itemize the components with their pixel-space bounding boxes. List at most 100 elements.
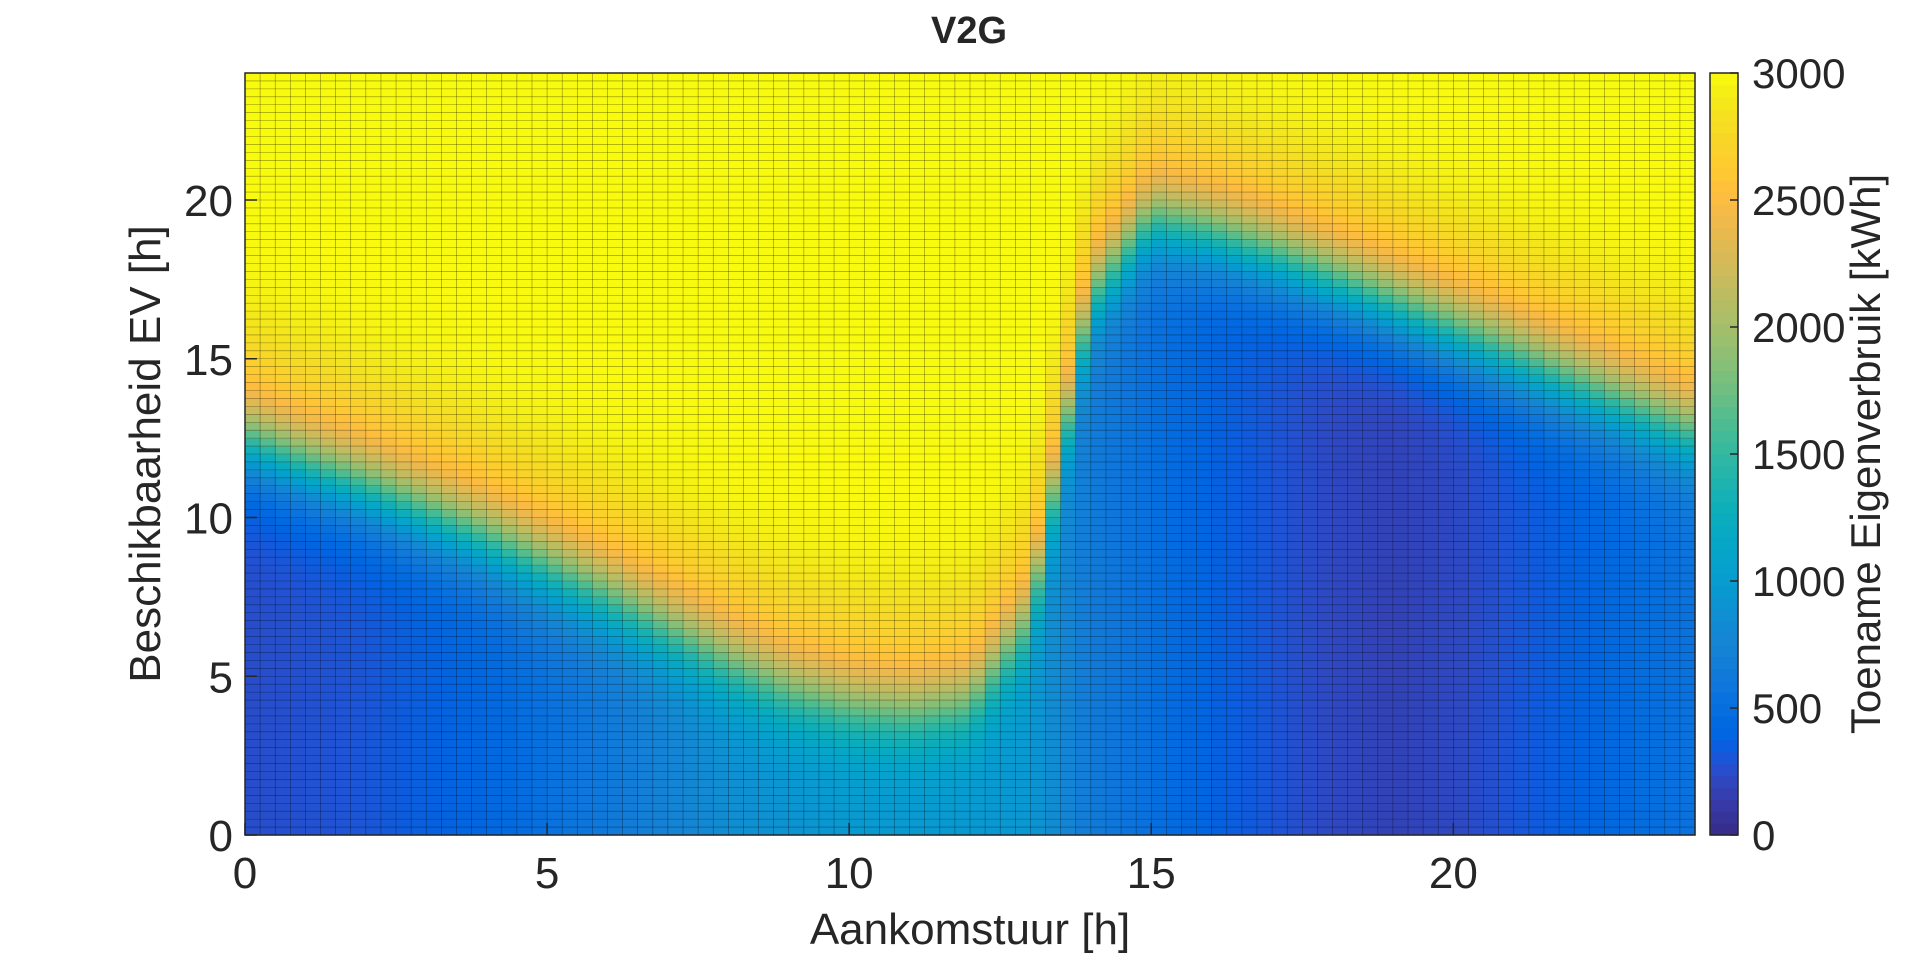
heatmap-cell (1015, 501, 1032, 511)
heatmap-cell (562, 604, 578, 614)
heatmap-cell (290, 501, 307, 511)
heatmap-cell (713, 231, 729, 241)
heatmap-cell (531, 684, 548, 693)
heatmap-cell (607, 390, 624, 400)
heatmap-cell (622, 374, 639, 384)
heatmap-cell (456, 557, 473, 566)
heatmap-cell (260, 485, 276, 495)
heatmap-cell (320, 819, 337, 828)
heatmap-cell (547, 152, 563, 161)
heatmap-cell (335, 104, 352, 114)
heatmap-cell (788, 247, 805, 257)
heatmap-cell (834, 327, 850, 336)
heatmap-cell (834, 311, 850, 320)
heatmap-cell (577, 255, 593, 265)
heatmap-cell (396, 755, 412, 765)
heatmap-cell (743, 700, 760, 709)
heatmap-cell (894, 541, 911, 550)
heatmap-cell (350, 152, 367, 161)
heatmap-cell (350, 358, 367, 368)
heatmap-cell (320, 263, 337, 273)
heatmap-cell (260, 168, 276, 177)
heatmap-cell (562, 223, 578, 233)
heatmap-cell (471, 517, 488, 527)
heatmap-cell (758, 160, 775, 169)
heatmap-cell (818, 287, 835, 296)
heatmap-cell (970, 263, 986, 273)
heatmap-cell (456, 588, 473, 598)
heatmap-cell (667, 295, 684, 304)
heatmap-cell (698, 247, 714, 257)
heatmap-cell (864, 152, 880, 161)
heatmap-cell (486, 533, 503, 542)
heatmap-cell (350, 136, 367, 146)
heatmap-cell (531, 739, 548, 749)
heatmap-cell (547, 342, 563, 352)
heatmap-cell (426, 112, 442, 122)
heatmap-cell (1000, 454, 1016, 463)
heatmap-cell (683, 700, 699, 709)
heatmap-cell (531, 73, 548, 82)
heatmap-cell (305, 136, 322, 146)
heatmap-cell (909, 454, 926, 463)
heatmap-cell (879, 549, 896, 558)
heatmap-cell (985, 406, 1001, 415)
heatmap-cell (471, 525, 488, 534)
heatmap-cell (683, 279, 699, 288)
heatmap-cell (380, 334, 397, 344)
heatmap-cell (275, 644, 291, 654)
heatmap-cell (260, 708, 276, 717)
heatmap-cell (275, 96, 291, 106)
heatmap-cell (954, 422, 971, 431)
chart-title: V2G (931, 10, 1007, 52)
heatmap-cell (245, 390, 261, 400)
heatmap-cell (909, 612, 926, 622)
heatmap-cell (290, 715, 307, 725)
heatmap-cell (592, 128, 609, 138)
heatmap-cell (607, 636, 624, 646)
heatmap-cell (713, 358, 729, 368)
heatmap-cell (290, 660, 307, 669)
heatmap-cell (788, 160, 805, 169)
heatmap-cell (396, 819, 412, 828)
heatmap-cell (864, 414, 880, 423)
heatmap-cell (562, 295, 578, 304)
heatmap-cell (667, 763, 684, 773)
heatmap-cell (607, 422, 624, 431)
heatmap-cell (245, 374, 261, 384)
heatmap-cell (909, 779, 926, 788)
heatmap-cell (818, 215, 835, 225)
heatmap-cell (788, 88, 805, 98)
heatmap-cell (985, 668, 1001, 677)
heatmap-cell (879, 517, 896, 527)
heatmap-cell (1015, 541, 1032, 550)
heatmap-cell (260, 771, 276, 781)
heatmap-cell (592, 382, 609, 392)
heatmap-cell (516, 96, 533, 106)
heatmap-cell (547, 422, 563, 431)
heatmap-cell (667, 668, 684, 677)
heatmap-cell (426, 342, 442, 352)
heatmap-cell (335, 771, 352, 781)
heatmap-cell (803, 581, 820, 590)
heatmap-cell (637, 327, 654, 336)
heatmap-cell (577, 509, 593, 519)
heatmap-cell (924, 668, 941, 677)
heatmap-cell (834, 533, 850, 542)
heatmap-cell (909, 501, 926, 511)
heatmap-cell (1000, 255, 1016, 265)
heatmap-cell (788, 708, 805, 717)
heatmap-cell (894, 374, 911, 384)
heatmap-cell (970, 763, 986, 773)
heatmap-cell (970, 739, 986, 749)
heatmap-cell (305, 358, 322, 368)
heatmap-cell (350, 160, 367, 169)
heatmap-cell (547, 469, 563, 479)
heatmap-cell (471, 271, 488, 280)
heatmap-cell (531, 334, 548, 344)
heatmap-cell (335, 731, 352, 741)
heatmap-cell (350, 239, 367, 249)
heatmap-cell (260, 676, 276, 685)
heatmap-cell (396, 493, 412, 503)
heatmap-cell (245, 88, 261, 98)
